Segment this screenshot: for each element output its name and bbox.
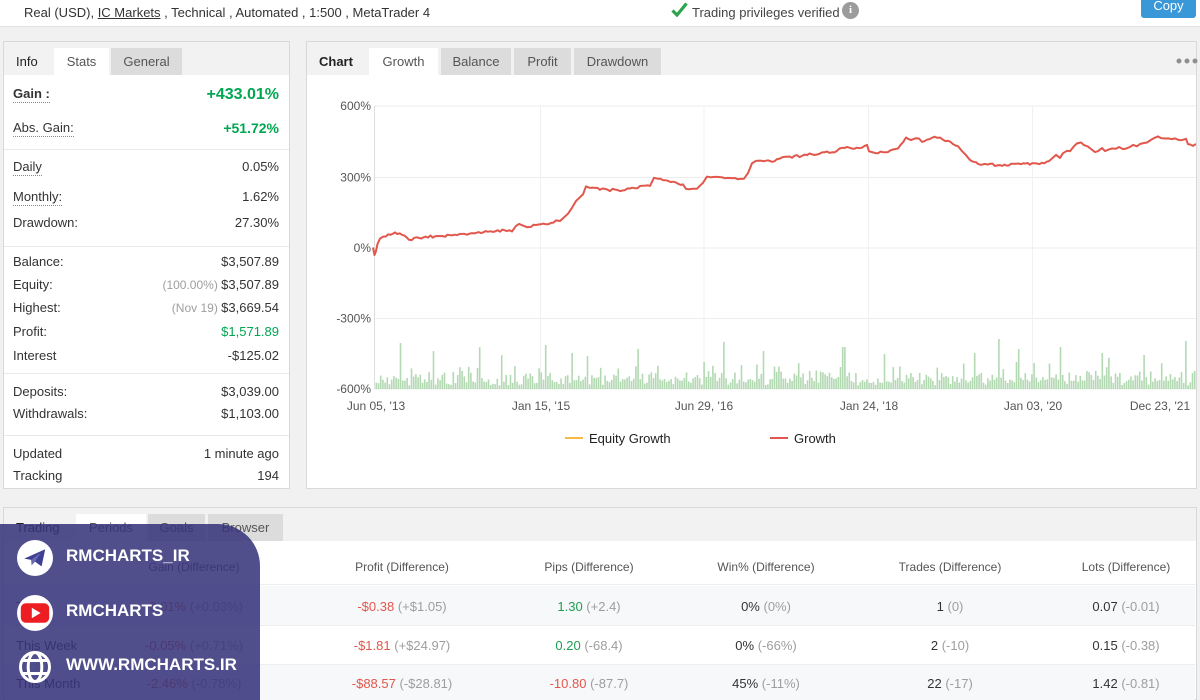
svg-text:Dec 23, '21: Dec 23, '21 — [1130, 399, 1191, 413]
svg-text:Growth: Growth — [794, 431, 836, 446]
svg-text:600%: 600% — [340, 99, 371, 113]
svg-text:Jan 15, '15: Jan 15, '15 — [512, 399, 571, 413]
svg-text:Jan 24, '18: Jan 24, '18 — [840, 399, 899, 413]
svg-text:Equity Growth: Equity Growth — [589, 431, 671, 446]
svg-text:-300%: -300% — [336, 312, 371, 326]
svg-text:0%: 0% — [354, 241, 372, 255]
svg-text:-600%: -600% — [336, 382, 371, 396]
svg-text:Jun 05, '13: Jun 05, '13 — [347, 399, 406, 413]
svg-text:Jan 03, '20: Jan 03, '20 — [1004, 399, 1063, 413]
svg-text:300%: 300% — [340, 171, 371, 185]
svg-text:Jun 29, '16: Jun 29, '16 — [675, 399, 734, 413]
